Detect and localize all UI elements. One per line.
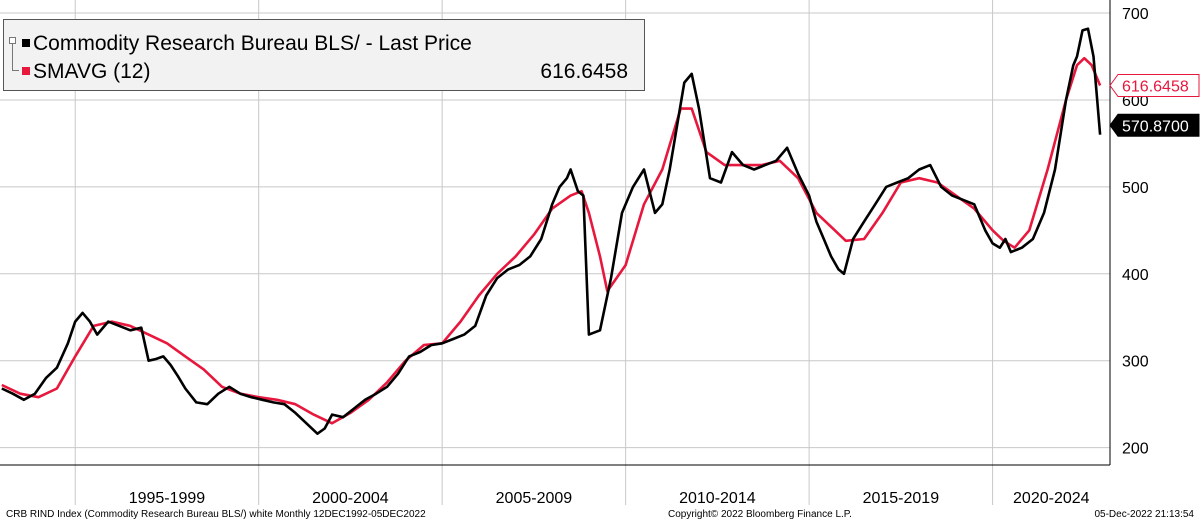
- x-period-label: 1995-1999: [129, 490, 206, 507]
- price-series-line: [1, 27, 1102, 436]
- y-tick-label: 700: [1122, 6, 1149, 23]
- legend-row-sma: SMAVG (12) 616.6458: [22, 58, 634, 86]
- legend-row-price: Commodity Research Bureau BLS/ - Last Pr…: [22, 30, 472, 58]
- last-value-tag: 616.6458: [1109, 73, 1200, 97]
- last-value-tag-box: [1109, 73, 1200, 97]
- legend-sma-label: SMAVG (12): [33, 60, 151, 83]
- y-tick-label: 300: [1122, 354, 1149, 371]
- y-tick-label: 500: [1122, 180, 1149, 197]
- last-value-tag: 570.8700: [1109, 113, 1200, 137]
- sma-series-line: [1, 56, 1102, 425]
- x-period-label: 2015-2019: [863, 490, 940, 507]
- footer-index-info: CRB RIND Index (Commodity Research Burea…: [6, 509, 426, 520]
- grid-layer: [0, 0, 1110, 505]
- legend-collapse-icon[interactable]: [9, 37, 16, 44]
- legend-sma-value: 616.6458: [540, 60, 628, 83]
- sma-swatch-icon: [22, 67, 30, 75]
- legend-price-label: Commodity Research Bureau BLS/ - Last Pr…: [33, 32, 472, 55]
- x-period-label: 2005-2009: [496, 490, 573, 507]
- y-tick-label: 200: [1122, 441, 1149, 458]
- last-value-tag-label: 570.8700: [1122, 118, 1189, 135]
- last-value-tag-box: [1109, 113, 1200, 137]
- legend: Commodity Research Bureau BLS/ - Last Pr…: [3, 19, 645, 91]
- legend-tree-connector: [12, 40, 19, 71]
- axis-layer: 200 300 400 500 600 700 1995-1999 2000-2004 2005…: [0, 0, 1200, 507]
- price-swatch-icon: [22, 39, 30, 47]
- footer-copyright: Copyright© 2022 Bloomberg Finance L.P.: [668, 509, 852, 520]
- series-layer: [1, 27, 1102, 436]
- footer-timestamp: 05-Dec-2022 21:13:54: [1094, 509, 1194, 520]
- y-tick-label: 600: [1122, 93, 1149, 110]
- x-period-label: 2000-2004: [312, 490, 389, 507]
- x-period-label: 2020-2024: [1013, 490, 1090, 507]
- x-period-label: 2010-2014: [679, 490, 756, 507]
- y-tick-label: 400: [1122, 267, 1149, 284]
- last-value-tag-label: 616.6458: [1122, 78, 1189, 95]
